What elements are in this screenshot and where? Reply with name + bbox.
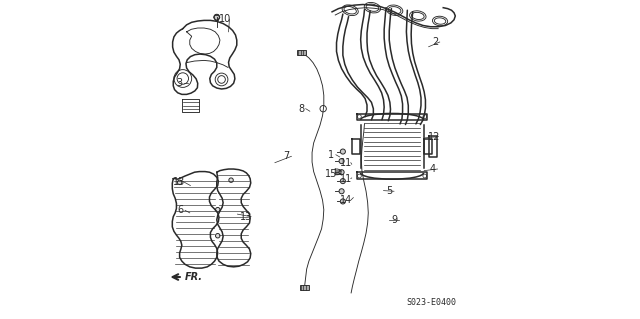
FancyBboxPatch shape — [297, 50, 306, 55]
Text: 14: 14 — [340, 195, 352, 205]
FancyBboxPatch shape — [300, 285, 308, 290]
Circle shape — [339, 159, 344, 164]
Circle shape — [216, 207, 220, 212]
Circle shape — [216, 234, 220, 238]
Circle shape — [340, 199, 346, 204]
Text: 10: 10 — [219, 14, 231, 24]
Text: S023-E0400: S023-E0400 — [406, 298, 456, 307]
Circle shape — [340, 149, 346, 154]
Text: 15: 15 — [325, 169, 337, 179]
Circle shape — [339, 170, 344, 175]
Text: 8: 8 — [298, 104, 304, 114]
Circle shape — [214, 14, 220, 20]
Text: 13: 13 — [240, 212, 252, 222]
Text: 6: 6 — [177, 205, 183, 215]
Text: 5: 5 — [386, 186, 392, 196]
Text: 7: 7 — [284, 151, 290, 161]
Text: 4: 4 — [429, 164, 436, 174]
Circle shape — [229, 178, 234, 182]
Text: 13: 13 — [173, 177, 185, 187]
Text: 3: 3 — [177, 78, 182, 88]
Text: 12: 12 — [428, 132, 440, 142]
Circle shape — [339, 189, 344, 194]
Text: 1: 1 — [328, 150, 334, 160]
Text: 2: 2 — [432, 37, 438, 47]
Circle shape — [177, 180, 182, 185]
Text: 11: 11 — [340, 174, 352, 183]
Circle shape — [340, 179, 346, 184]
Text: 9: 9 — [392, 215, 397, 225]
Text: FR.: FR. — [185, 272, 203, 282]
Text: 11: 11 — [340, 158, 352, 168]
